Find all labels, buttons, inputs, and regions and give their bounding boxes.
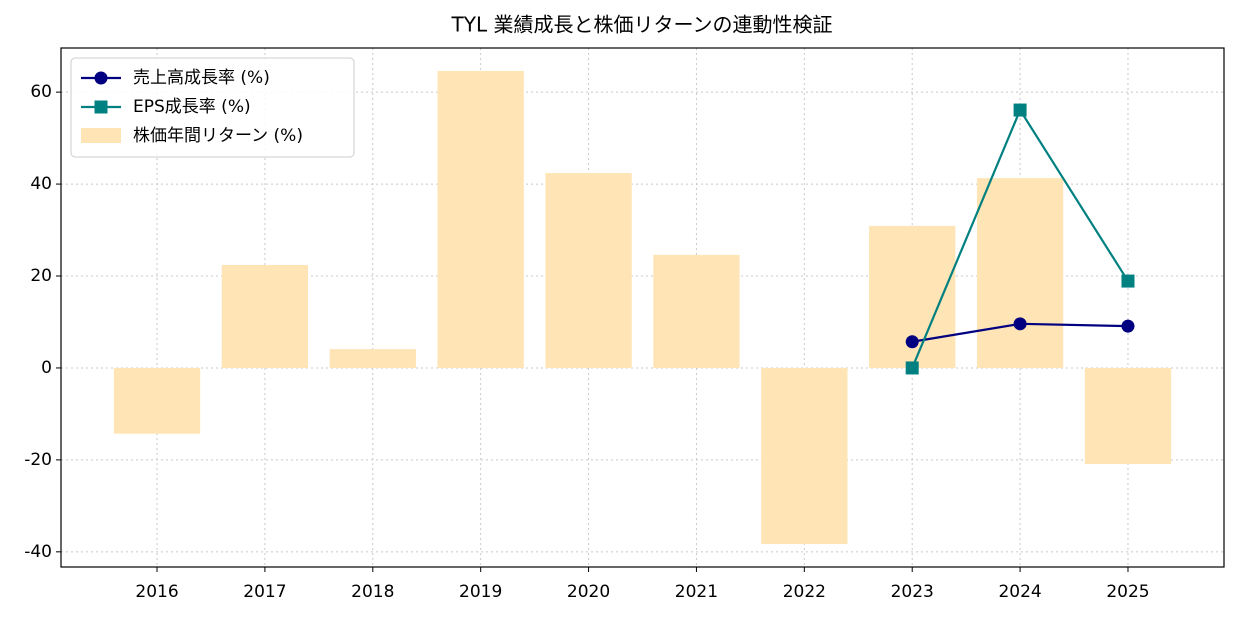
bar	[653, 254, 740, 368]
x-tick-label: 2023	[891, 582, 934, 602]
marks	[113, 70, 1172, 545]
x-tick-label: 2024	[998, 582, 1041, 602]
bar	[976, 178, 1064, 368]
x-tick-label: 2025	[1106, 582, 1149, 602]
legend-box	[70, 57, 355, 158]
legend-label: 株価年間リターン (%)	[133, 126, 303, 146]
bar	[761, 367, 848, 545]
bar	[545, 173, 632, 368]
x-tick-label: 2019	[459, 582, 502, 602]
chart-title: TYL 業績成長と株価リターンの連動性検証	[451, 13, 833, 37]
x-tick-label: 2021	[675, 582, 718, 602]
x-tick-label: 2022	[783, 582, 826, 602]
legend-label: 売上高成長率 (%)	[133, 68, 270, 88]
bar	[329, 349, 416, 368]
y-tick-label: 40	[30, 174, 52, 194]
marker	[1013, 317, 1027, 331]
marker	[94, 71, 108, 85]
x-tick-label: 2020	[567, 582, 610, 602]
legend-label: EPS成長率 (%)	[133, 97, 251, 117]
marker	[94, 100, 108, 114]
marker	[1121, 319, 1135, 333]
y-tick-label: 0	[41, 358, 52, 378]
y-tick-label: 60	[30, 82, 52, 102]
y-tick-label: -20	[24, 450, 52, 470]
bar	[1084, 367, 1172, 465]
bar	[221, 264, 309, 368]
plot-frame	[60, 47, 1225, 568]
x-tick-label: 2016	[135, 582, 178, 602]
bar	[437, 70, 524, 368]
legend-swatch	[81, 128, 121, 143]
x-tick-label: 2018	[351, 582, 394, 602]
marker	[905, 361, 919, 375]
bar	[113, 367, 201, 434]
y-tick-label: -40	[24, 542, 52, 562]
x-tick-label: 2017	[243, 582, 286, 602]
y-tick-label: 20	[30, 266, 52, 286]
marker	[1121, 274, 1135, 288]
marker	[1013, 103, 1027, 117]
marker	[905, 335, 919, 349]
legend: 売上高成長率 (%) EPS成長率 (%) 株価年間リターン (%)	[70, 57, 355, 158]
